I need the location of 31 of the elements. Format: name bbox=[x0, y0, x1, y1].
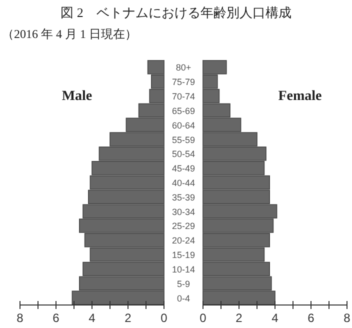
annotation: Male bbox=[62, 89, 92, 104]
y-tick-label: 10-14 bbox=[172, 264, 196, 274]
y-tick-label: 0-4 bbox=[176, 293, 190, 304]
y-tick-label: 70-74 bbox=[172, 92, 196, 102]
chart-title: 図 2 ベトナムにおける年齢別人口構成 bbox=[60, 5, 292, 20]
x-tick-label: 0 bbox=[160, 311, 168, 325]
y-tick-label: 80+ bbox=[176, 62, 192, 73]
y-tick-label: 40-44 bbox=[172, 178, 196, 188]
x-tick-label: 8 bbox=[344, 311, 351, 325]
y-tick-label: 60-64 bbox=[172, 120, 196, 130]
x-tick-label: 6 bbox=[52, 311, 60, 325]
y-tick-label: 30-34 bbox=[172, 206, 196, 217]
x-tick-label: 4 bbox=[88, 311, 96, 325]
y-tick-label: 35-39 bbox=[172, 192, 196, 202]
x-tick-label: 2 bbox=[236, 311, 243, 325]
y-tick-label: 20-24 bbox=[172, 236, 196, 246]
y-tick-label: 25-29 bbox=[172, 221, 196, 232]
x-tick-label: 4 bbox=[272, 311, 279, 325]
x-tick-label: 2 bbox=[124, 311, 132, 325]
y-tick-label: 65-69 bbox=[172, 106, 196, 116]
y-tick-label: 50-54 bbox=[172, 149, 196, 160]
annotation: Female bbox=[278, 89, 322, 104]
x-tick-label: 0 bbox=[200, 311, 207, 325]
y-tick-label: 5-9 bbox=[176, 278, 190, 289]
chart-subtitle: （2016 年 4 月 1 日現在） bbox=[2, 27, 137, 41]
y-tick-label: 55-59 bbox=[172, 134, 196, 145]
y-tick-label: 45-49 bbox=[172, 164, 196, 174]
x-tick-label: 6 bbox=[308, 311, 315, 325]
y-tick-label: 15-19 bbox=[172, 250, 196, 260]
x-tick-label: 8 bbox=[16, 311, 24, 325]
y-tick-label: 75-79 bbox=[172, 77, 196, 88]
